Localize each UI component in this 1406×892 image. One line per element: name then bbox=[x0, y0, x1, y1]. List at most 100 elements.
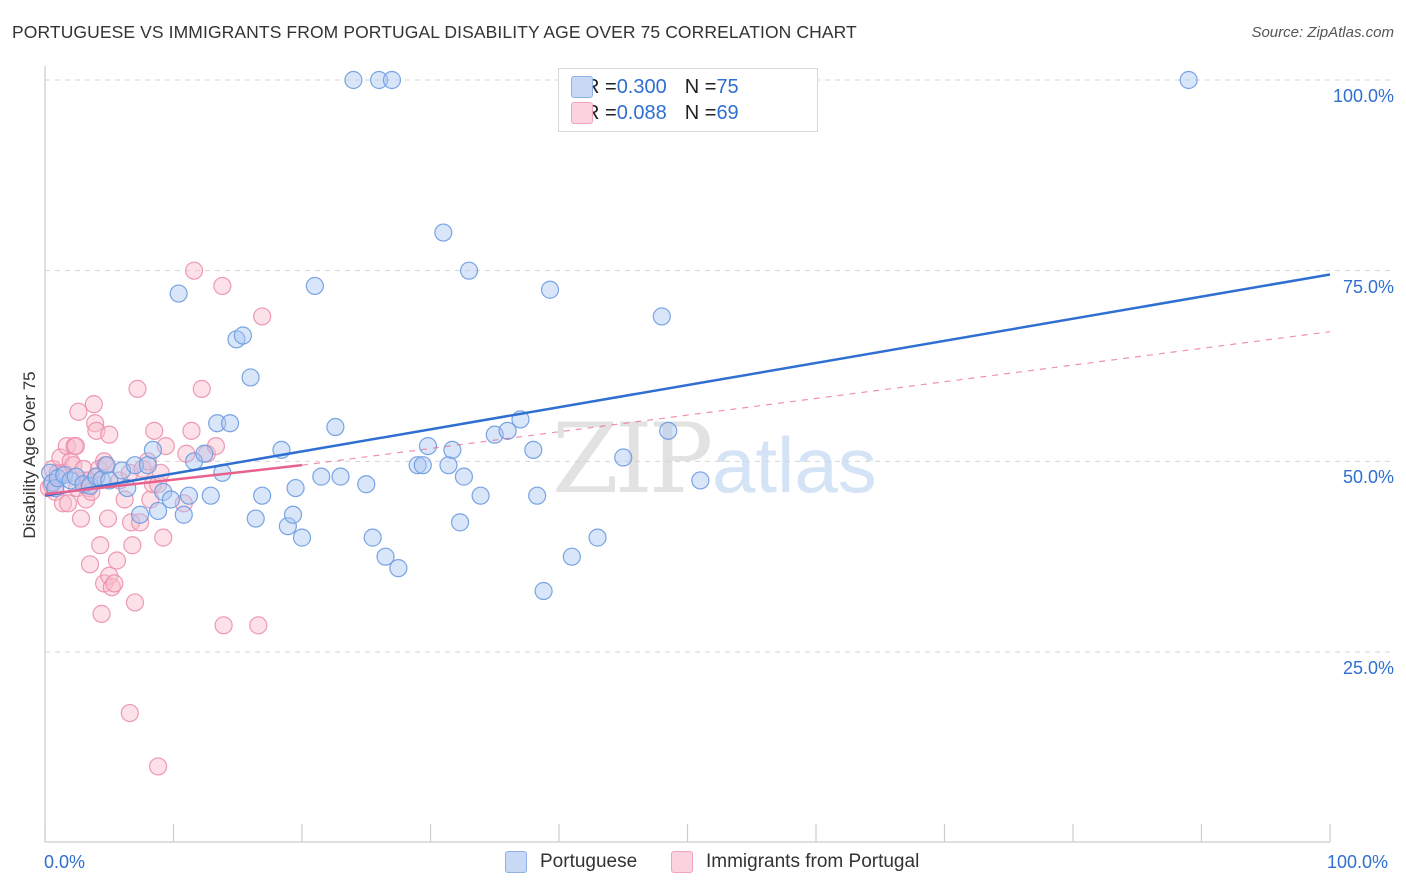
legend-r-value: 0.088 bbox=[616, 101, 667, 124]
legend-n-label: N = bbox=[684, 75, 717, 98]
immigrants-point bbox=[148, 757, 168, 776]
legend-swatch-pink bbox=[571, 102, 593, 124]
immigrants-point bbox=[86, 414, 105, 433]
immigrants-point bbox=[84, 395, 103, 414]
portuguese-point bbox=[283, 505, 303, 524]
portuguese-trend-line bbox=[44, 273, 1331, 497]
legend-n-value: 75 bbox=[716, 75, 739, 98]
portuguese-point bbox=[174, 505, 193, 524]
immigrants-point bbox=[107, 551, 127, 570]
portuguese-point bbox=[471, 486, 490, 505]
legend-item-portuguese: Portuguese bbox=[505, 851, 637, 873]
portuguese-point bbox=[382, 70, 402, 90]
portuguese-point bbox=[97, 456, 116, 475]
portuguese-point bbox=[331, 467, 350, 486]
immigrants-point bbox=[123, 536, 142, 555]
legend-n-value: 69 bbox=[716, 101, 739, 124]
immigrants-point bbox=[249, 616, 268, 635]
portuguese-point bbox=[344, 70, 363, 90]
immigrants-point bbox=[69, 402, 88, 421]
watermark: ZIP atlas bbox=[552, 403, 877, 515]
portuguese-point bbox=[305, 276, 324, 296]
watermark-zip: ZIP bbox=[552, 403, 711, 515]
portuguese-point bbox=[241, 368, 260, 387]
legend-label: Immigrants from Portugal bbox=[706, 851, 920, 872]
portuguese-point bbox=[562, 547, 581, 566]
legend-label: Portuguese bbox=[540, 851, 638, 872]
series-legend: Portuguese Immigrants from Portugal bbox=[0, 851, 1406, 877]
portuguese-point bbox=[434, 223, 453, 242]
watermark-atlas: atlas bbox=[712, 421, 877, 509]
immigrants-point bbox=[128, 379, 147, 398]
portuguese-point bbox=[691, 471, 710, 490]
portuguese-point bbox=[312, 467, 331, 486]
immigrants-trend-dashed bbox=[301, 331, 1331, 466]
portuguese-point bbox=[418, 436, 438, 456]
immigrants-point bbox=[253, 307, 272, 326]
correlation-legend: R = 0.300 N = 75 R = 0.088 N = 69 bbox=[558, 68, 818, 132]
portuguese-point bbox=[408, 456, 427, 475]
portuguese-point bbox=[201, 486, 220, 505]
chart-title: PORTUGUESE VS IMMIGRANTS FROM PORTUGAL D… bbox=[12, 22, 857, 42]
legend-item-immigrants: Immigrants from Portugal bbox=[671, 851, 919, 873]
immigrants-point bbox=[64, 456, 83, 475]
portuguese-point bbox=[179, 486, 199, 505]
immigrants-point bbox=[192, 379, 211, 398]
portuguese-point bbox=[148, 501, 168, 521]
immigrants-point bbox=[105, 574, 124, 593]
portuguese-point bbox=[66, 467, 85, 486]
x-tick-label-max: 100.0% bbox=[1327, 852, 1389, 872]
trend-lines bbox=[44, 273, 1331, 497]
portuguese-point bbox=[370, 70, 389, 90]
immigrants-point bbox=[177, 444, 196, 463]
portuguese-point bbox=[652, 307, 671, 326]
legend-swatch-pink bbox=[671, 851, 693, 873]
portuguese-point bbox=[326, 417, 345, 437]
portuguese-point bbox=[528, 486, 547, 505]
portuguese-point bbox=[138, 456, 157, 475]
immigrants-point bbox=[125, 593, 145, 612]
immigrants-point bbox=[120, 703, 139, 723]
immigrants-point bbox=[66, 436, 85, 456]
legend-row-immigrants: R = 0.088 N = 69 bbox=[571, 100, 739, 126]
immigrants-point bbox=[59, 494, 78, 513]
immigrants-point bbox=[92, 604, 111, 623]
series-portuguese-points bbox=[41, 70, 1198, 601]
portuguese-point bbox=[357, 475, 376, 494]
portuguese-point bbox=[439, 456, 458, 475]
portuguese-point bbox=[376, 547, 395, 566]
y-tick-label: 100.0% bbox=[1332, 86, 1394, 106]
portuguese-point bbox=[659, 421, 678, 440]
gridlines bbox=[45, 79, 1392, 653]
legend-r-value: 0.300 bbox=[616, 75, 667, 98]
portuguese-point bbox=[154, 482, 173, 501]
portuguese-point bbox=[459, 261, 479, 280]
source-label: Source: ZipAtlas.com bbox=[1251, 24, 1394, 41]
portuguese-point bbox=[524, 440, 543, 460]
y-tick-label: 50.0% bbox=[1342, 467, 1394, 488]
immigrants-point bbox=[145, 421, 164, 440]
portuguese-point bbox=[413, 456, 432, 475]
legend-swatch-blue bbox=[571, 76, 593, 98]
portuguese-point bbox=[253, 486, 272, 505]
portuguese-point bbox=[363, 528, 382, 547]
y-tick-label: 75.0% bbox=[1342, 276, 1394, 297]
portuguese-point bbox=[614, 448, 633, 467]
legend-row-portuguese: R = 0.300 N = 75 bbox=[571, 74, 739, 100]
immigrants-point bbox=[182, 421, 201, 440]
portuguese-point bbox=[246, 509, 265, 528]
y-tick-label: 25.0% bbox=[1342, 658, 1394, 679]
portuguese-point bbox=[534, 581, 553, 601]
portuguese-point bbox=[278, 517, 297, 536]
immigrants-point bbox=[115, 490, 134, 509]
portuguese-point bbox=[208, 414, 227, 433]
portuguese-point bbox=[125, 456, 145, 475]
immigrants-point bbox=[71, 509, 91, 528]
portuguese-point bbox=[498, 421, 517, 440]
portuguese-point bbox=[450, 513, 470, 532]
portuguese-point bbox=[143, 440, 163, 460]
portuguese-point bbox=[540, 280, 560, 299]
x-tick-label-min: 0.0% bbox=[44, 852, 86, 872]
axes bbox=[44, 66, 1331, 843]
